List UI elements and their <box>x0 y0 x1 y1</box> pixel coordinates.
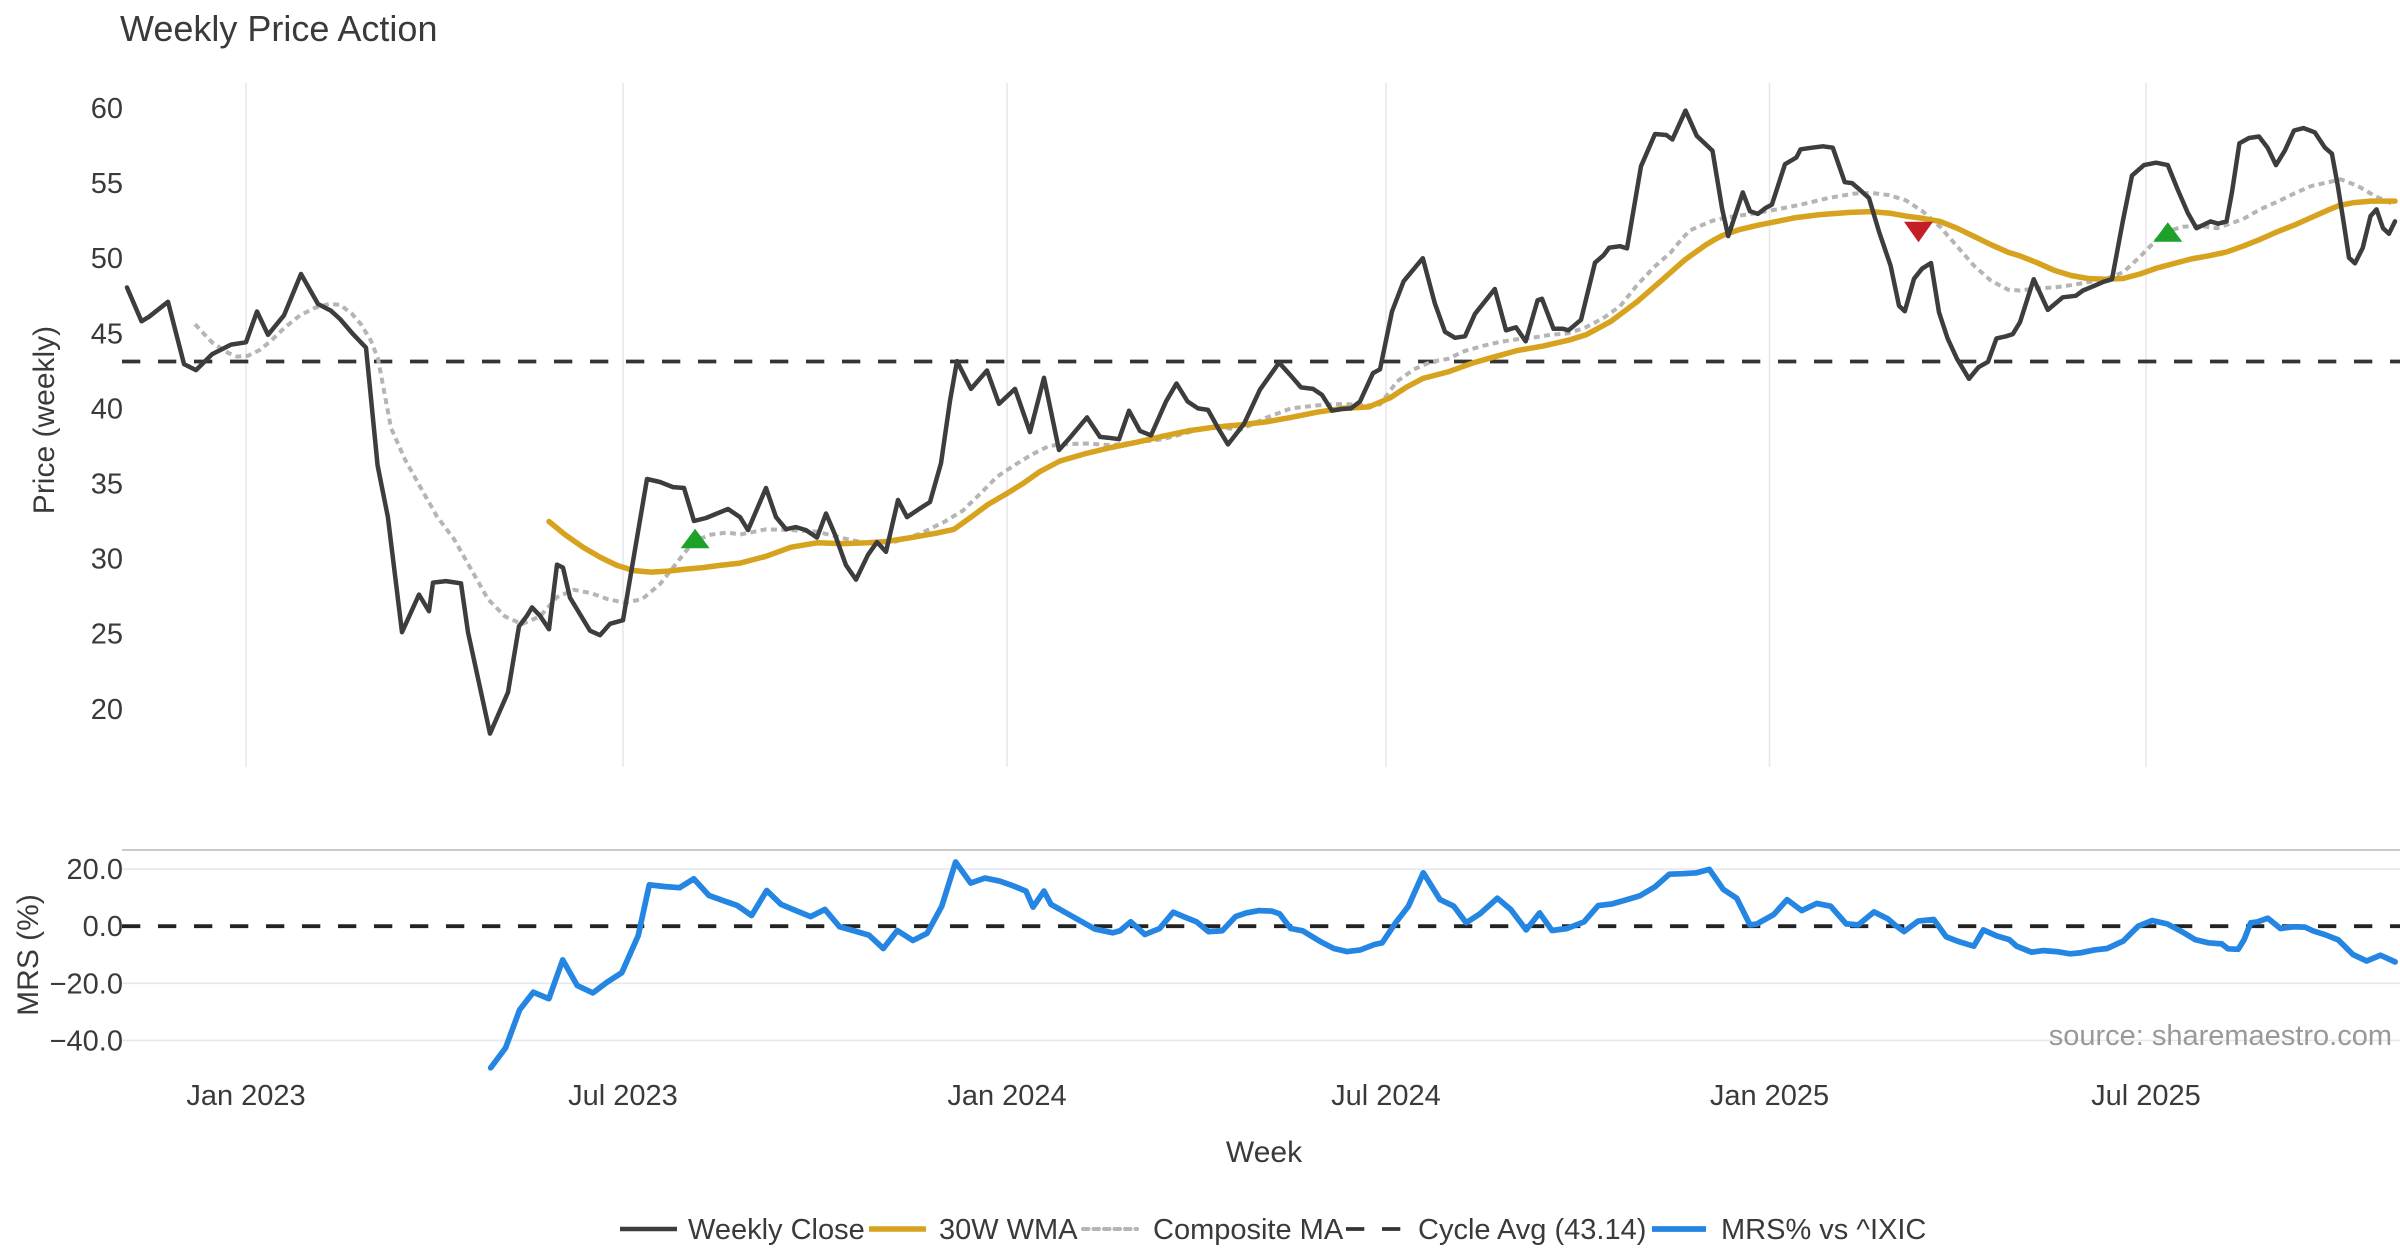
svg-text:20.0: 20.0 <box>67 854 123 886</box>
svg-text:60: 60 <box>91 93 123 125</box>
svg-text:Cycle Avg (43.14): Cycle Avg (43.14) <box>1418 1214 1646 1246</box>
svg-text:source: sharemaestro.com: source: sharemaestro.com <box>2049 1020 2392 1052</box>
svg-text:Weekly Price Action: Weekly Price Action <box>120 8 437 49</box>
svg-text:25: 25 <box>91 619 123 651</box>
svg-text:Jan 2024: Jan 2024 <box>947 1080 1066 1112</box>
svg-text:50: 50 <box>91 243 123 275</box>
svg-text:Week: Week <box>1226 1136 1303 1169</box>
svg-text:Composite MA: Composite MA <box>1153 1214 1344 1246</box>
svg-text:0.0: 0.0 <box>83 911 123 943</box>
svg-text:30: 30 <box>91 544 123 576</box>
svg-text:40: 40 <box>91 393 123 425</box>
svg-text:20: 20 <box>91 694 123 726</box>
svg-text:−20.0: −20.0 <box>50 968 123 1000</box>
svg-text:−40.0: −40.0 <box>50 1025 123 1057</box>
svg-text:Jan 2025: Jan 2025 <box>1710 1080 1829 1112</box>
svg-text:MRS (%): MRS (%) <box>12 894 45 1016</box>
svg-text:Jul 2024: Jul 2024 <box>1331 1080 1441 1112</box>
svg-text:45: 45 <box>91 318 123 350</box>
svg-text:Price (weekly): Price (weekly) <box>28 326 61 514</box>
svg-text:55: 55 <box>91 168 123 200</box>
svg-text:Jul 2023: Jul 2023 <box>568 1080 678 1112</box>
svg-text:MRS% vs ^IXIC: MRS% vs ^IXIC <box>1721 1214 1926 1246</box>
svg-text:Jul 2025: Jul 2025 <box>2091 1080 2201 1112</box>
svg-text:35: 35 <box>91 469 123 501</box>
svg-text:30W WMA: 30W WMA <box>939 1214 1078 1246</box>
svg-text:Jan 2023: Jan 2023 <box>186 1080 305 1112</box>
svg-text:Weekly Close: Weekly Close <box>688 1214 865 1246</box>
